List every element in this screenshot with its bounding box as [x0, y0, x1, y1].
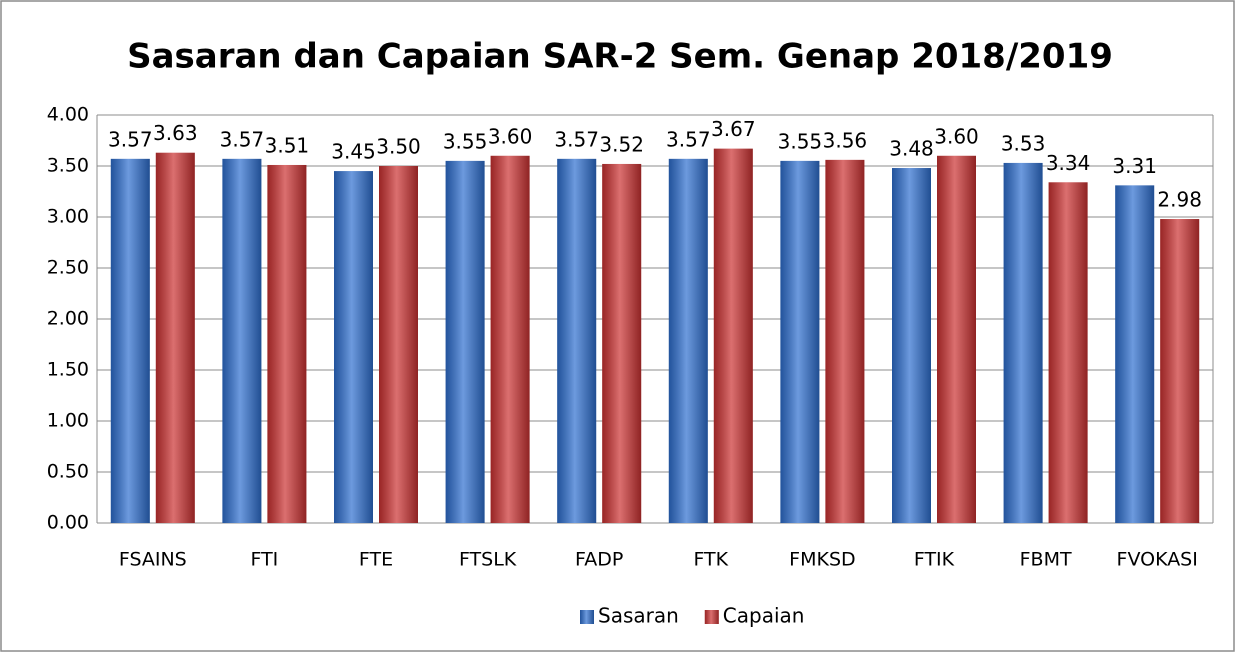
y-tick-label: 4.00	[47, 104, 89, 126]
data-label: 3.55	[778, 129, 823, 153]
data-label: 3.52	[599, 132, 644, 156]
y-tick-label: 0.50	[47, 461, 89, 483]
data-label: 3.45	[331, 140, 376, 164]
data-label: 3.57	[666, 127, 711, 151]
bar-shine	[937, 155, 976, 524]
data-label: 3.53	[1001, 131, 1046, 155]
data-label: 3.56	[823, 128, 868, 152]
data-label: 3.50	[376, 135, 421, 159]
bar-shine	[1048, 182, 1088, 523]
data-label: 2.98	[1157, 188, 1202, 212]
data-label: 3.67	[711, 117, 756, 141]
data-label: 3.48	[889, 137, 934, 161]
bar-shine	[892, 168, 931, 524]
bar-shine	[825, 159, 865, 523]
chart-title: Sasaran dan Capaian SAR-2 Sem. Genap 201…	[127, 37, 1113, 77]
data-label: 3.63	[153, 121, 198, 145]
x-tick-label: FTIK	[914, 549, 955, 571]
bar-shine	[222, 158, 262, 524]
legend-label: Sasaran	[598, 604, 679, 628]
data-label: 3.57	[220, 127, 265, 151]
bar-shine	[557, 158, 597, 524]
y-tick-label: 1.00	[47, 410, 89, 432]
bar-shine	[713, 148, 753, 523]
bar-shine	[334, 171, 373, 523]
y-tick-label: 2.00	[47, 308, 89, 330]
legend-label: Capaian	[723, 604, 805, 628]
bar-shine	[379, 166, 418, 523]
bar-shine	[490, 155, 530, 524]
x-tick-label: FBMT	[1020, 549, 1072, 571]
x-tick-label: FTI	[250, 549, 278, 571]
data-label: 3.55	[443, 129, 488, 153]
bar-shine	[110, 158, 150, 524]
data-label: 3.34	[1046, 151, 1091, 175]
data-label: 3.31	[1112, 154, 1157, 178]
data-label: 3.51	[265, 133, 310, 157]
bar-shine	[445, 160, 485, 523]
data-label: 3.60	[488, 124, 533, 148]
y-tick-label: 2.50	[47, 257, 89, 279]
bar-shine	[1115, 185, 1155, 523]
data-label: 3.57	[554, 127, 599, 151]
bar-shine	[267, 164, 307, 524]
x-tick-label: FADP	[575, 549, 623, 571]
x-tick-label: FVOKASI	[1117, 549, 1198, 571]
bar-shine	[1160, 219, 1200, 524]
y-tick-label: 3.50	[47, 155, 89, 177]
x-tick-label: FTE	[359, 549, 393, 571]
y-tick-label: 1.50	[47, 359, 89, 381]
x-tick-label: FTSLK	[459, 549, 517, 571]
data-label: 3.57	[108, 127, 153, 151]
x-tick-label: FSAINS	[119, 549, 187, 571]
bar-shine	[668, 158, 708, 524]
y-tick-label: 3.00	[47, 206, 89, 228]
legend-swatch-shine	[704, 610, 719, 624]
data-label: 3.60	[934, 124, 979, 148]
x-tick-label: FTK	[693, 549, 728, 571]
y-tick-label: 0.00	[47, 512, 89, 534]
x-tick-label: FMKSD	[789, 549, 855, 571]
bar-shine	[155, 152, 195, 524]
bar-shine	[1003, 162, 1043, 523]
legend-swatch-shine	[580, 610, 594, 624]
bar-shine	[602, 163, 642, 523]
bar-shine	[780, 160, 820, 523]
